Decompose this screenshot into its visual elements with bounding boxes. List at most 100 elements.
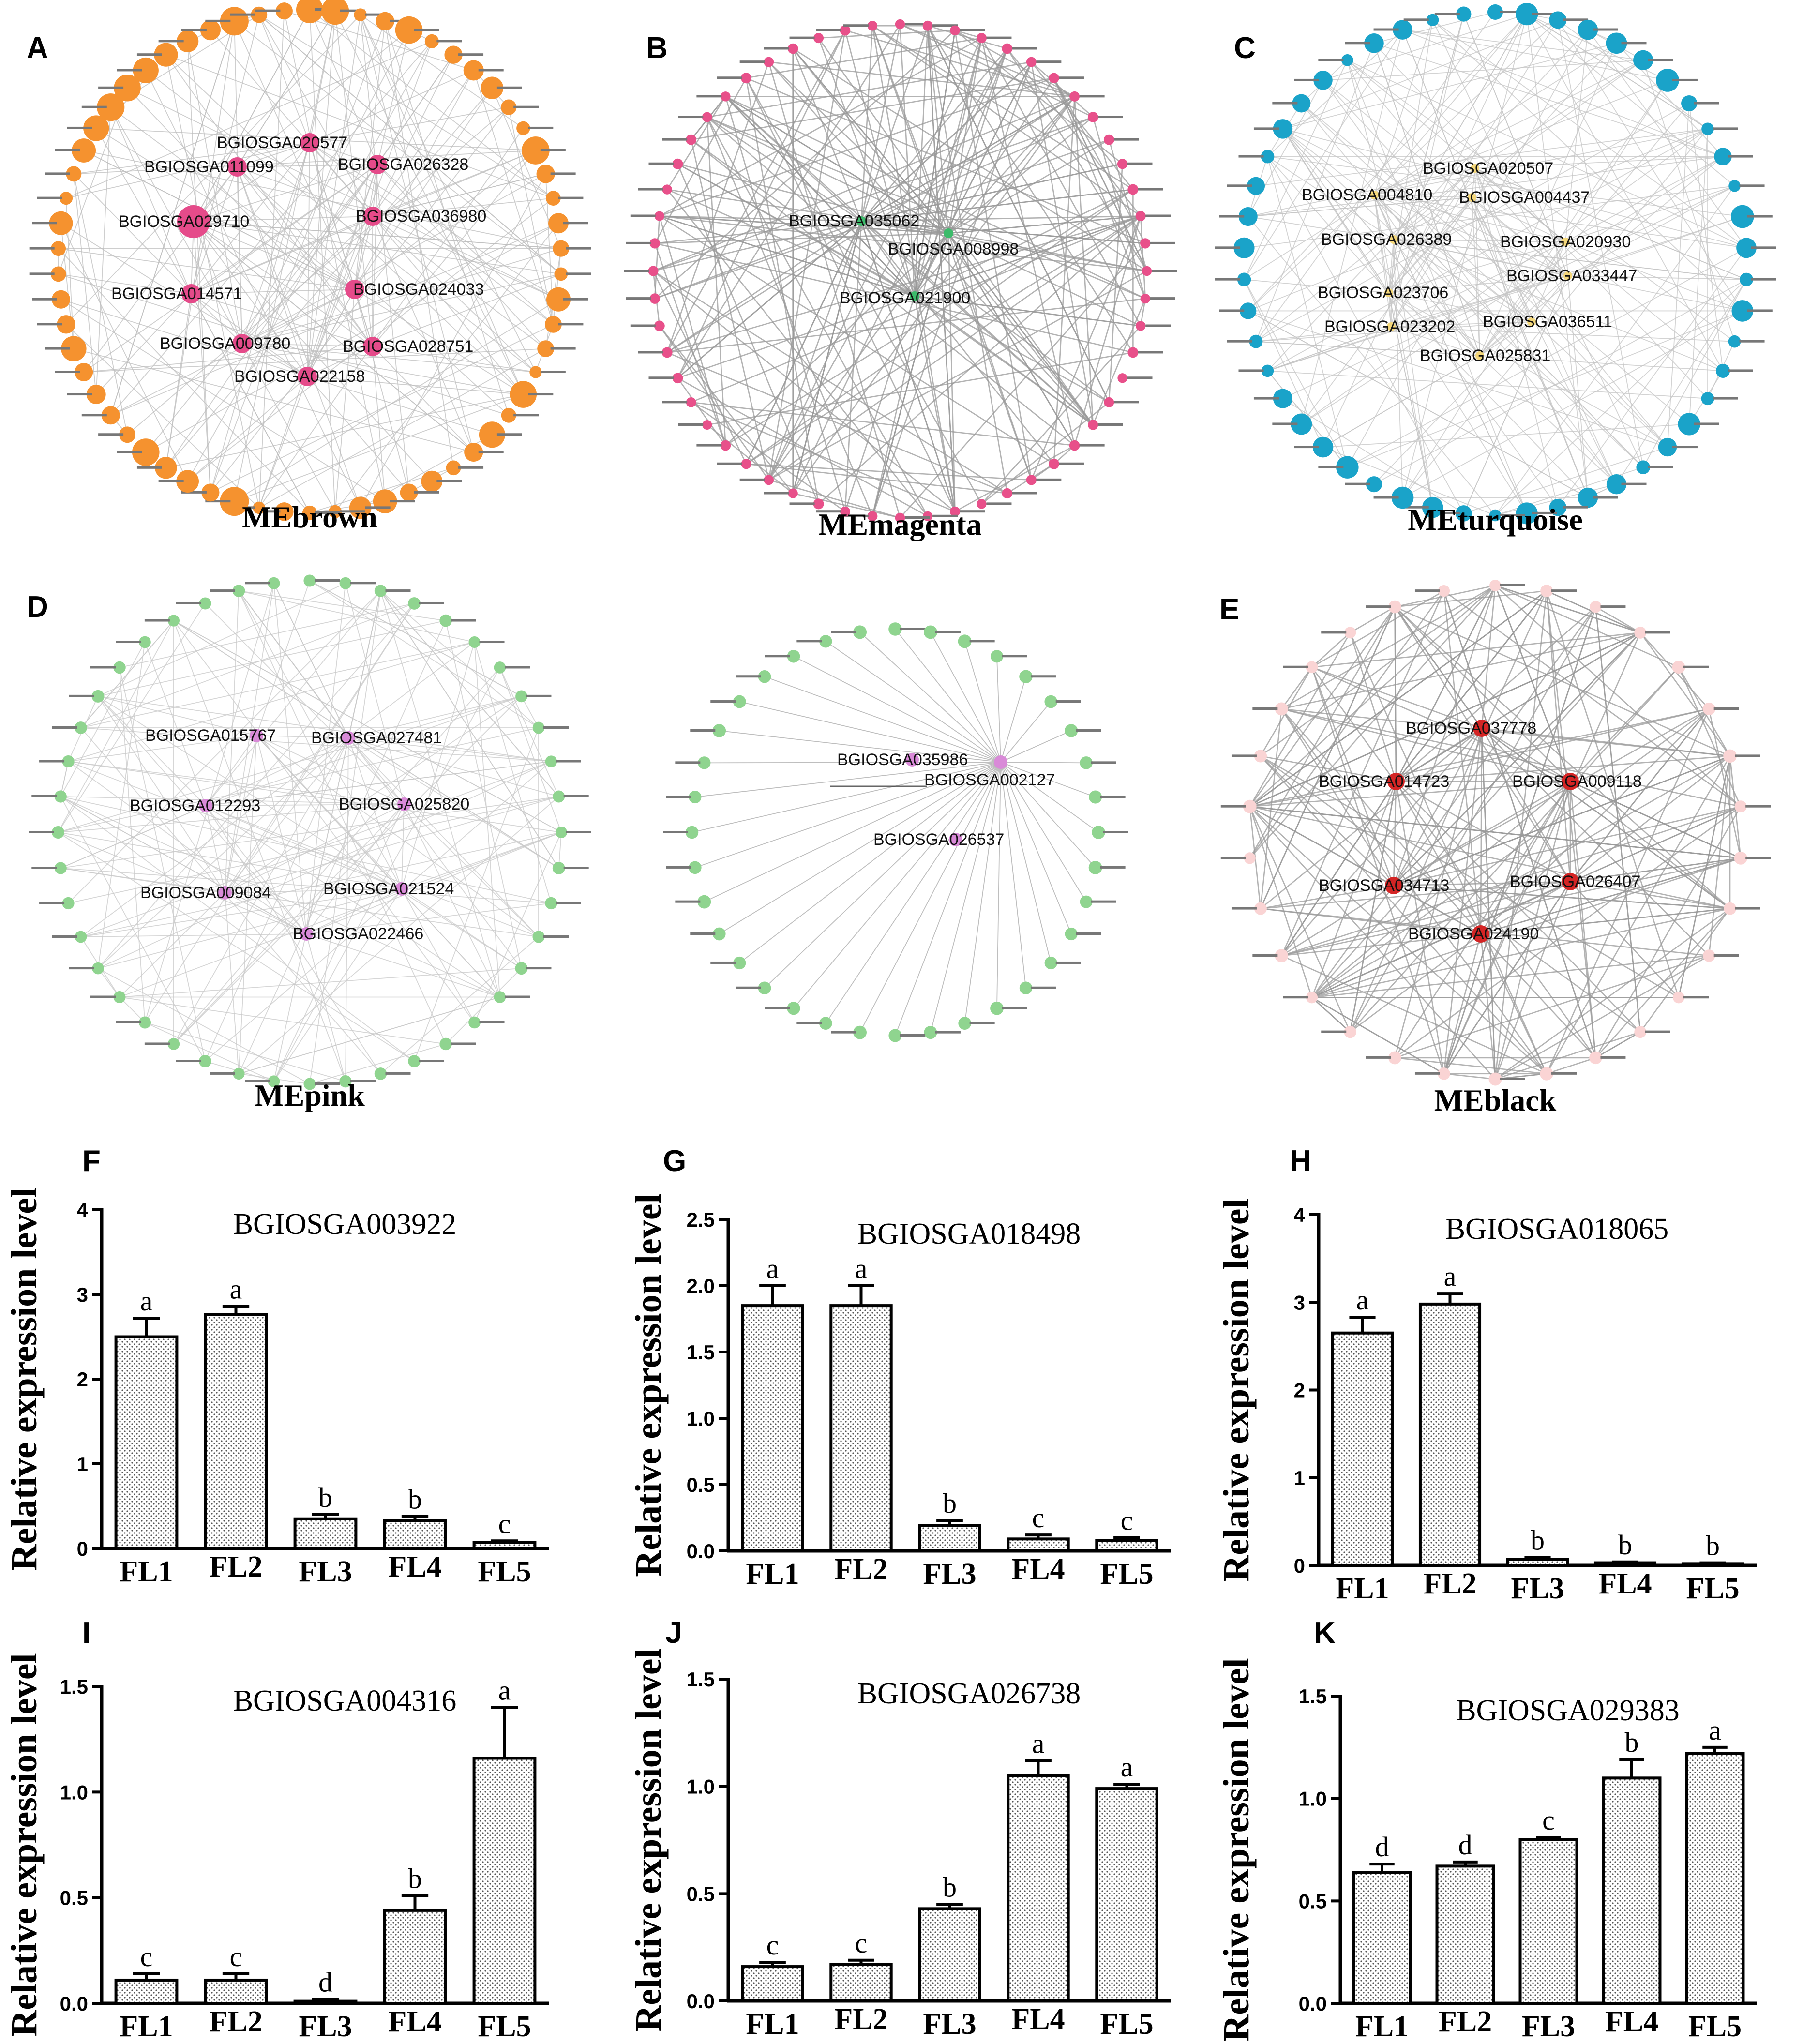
x-category-label: FL5	[1100, 1558, 1153, 1591]
significance-letter: c	[766, 1929, 779, 1961]
network-node	[702, 420, 712, 430]
hub-gene-label: BGIOSGA036980	[356, 207, 486, 225]
panel-letter: C	[1234, 31, 1256, 65]
x-category-label: FL3	[299, 2010, 352, 2043]
network-node	[1731, 205, 1754, 228]
x-category-label: FL5	[1686, 1572, 1739, 1605]
node-tiny-label	[205, 19, 231, 22]
network-node	[537, 340, 555, 357]
y-tick-label: 0	[1294, 1554, 1305, 1577]
node-tiny-label	[663, 831, 688, 833]
network-node	[446, 460, 461, 476]
bar-FL2	[1435, 1864, 1495, 2005]
node-tiny-label	[1231, 754, 1257, 757]
bar-chart-F: 0 1 2 3 4 a FL1 a FL2 b FL3 b FL4 c FL5 BGIOSGA003922 F R…	[4, 1144, 549, 1588]
network-node	[1589, 1051, 1602, 1065]
network-node	[950, 506, 960, 517]
network-node	[97, 93, 125, 121]
y-tick-label: 2.5	[687, 1208, 715, 1231]
node-tiny-label	[1694, 102, 1719, 105]
node-tiny-label	[144, 1042, 170, 1045]
network-node	[720, 440, 731, 451]
hub-node	[1561, 238, 1570, 246]
network-node	[1590, 601, 1602, 613]
node-tiny-label	[365, 13, 391, 16]
node-tiny-label	[1282, 996, 1308, 999]
node-tiny-label	[710, 700, 736, 703]
significance-letter: b	[943, 1488, 957, 1519]
network-node	[339, 1075, 352, 1088]
node-tiny-label	[31, 222, 57, 225]
node-tiny-label	[563, 298, 589, 301]
node-tiny-label	[1713, 397, 1738, 400]
module-label: MEblack	[1434, 1083, 1557, 1117]
node-tiny-label	[315, 1082, 340, 1085]
node-tiny-label	[1220, 857, 1246, 859]
node-tiny-label	[1002, 655, 1027, 658]
network-node	[853, 1025, 867, 1039]
node-tiny-label	[550, 347, 576, 350]
node-tiny-label	[1272, 102, 1298, 105]
network-panel-D: BGIOSGA015767 BGIOSGA027481 BGIOSGA012293 B…	[27, 574, 591, 1112]
node-tiny-label	[1648, 466, 1673, 468]
node-tiny-label	[563, 222, 589, 225]
node-tiny-label	[31, 298, 57, 301]
hub-node	[949, 833, 962, 846]
y-tick-label: 0.0	[1299, 1992, 1327, 2015]
node-tiny-label	[1751, 246, 1776, 249]
node-tiny-label	[1253, 397, 1279, 400]
node-tiny-label	[566, 272, 591, 275]
network-node	[444, 45, 463, 64]
x-category-label: FL3	[1511, 1572, 1564, 1605]
x-category-label: FL5	[478, 1555, 531, 1588]
node-tiny-label	[210, 1072, 235, 1075]
hub-gene-label: BGIOSGA025820	[339, 795, 469, 813]
node-tiny-label	[1500, 514, 1525, 516]
node-tiny-label	[696, 95, 722, 98]
x-category-label: FL1	[746, 1558, 799, 1591]
network-node	[1633, 50, 1653, 70]
node-tiny-label	[1294, 446, 1320, 449]
hub-node	[944, 228, 953, 238]
node-tiny-label	[1294, 78, 1320, 81]
x-category-label: FL3	[1522, 2010, 1575, 2043]
network-node	[1634, 626, 1647, 639]
node-tiny-label	[1012, 47, 1037, 50]
node-tiny-label	[1434, 13, 1460, 15]
network-node	[702, 112, 712, 122]
network-node	[733, 695, 746, 708]
y-tick-label: 0.5	[60, 1887, 88, 1909]
network-node	[1044, 956, 1057, 970]
hub-node	[1385, 877, 1402, 894]
x-category-label: FL1	[746, 2008, 799, 2041]
node-tiny-label	[414, 491, 439, 494]
node-tiny-label	[675, 761, 701, 764]
network-node	[552, 862, 565, 874]
node-tiny-label	[1091, 900, 1116, 903]
node-tiny-label	[678, 116, 704, 119]
network-node	[1142, 266, 1152, 276]
node-tiny-label	[540, 149, 566, 151]
network-node	[990, 1001, 1004, 1015]
significance-letter: c	[140, 1941, 153, 1972]
network-node	[1127, 347, 1139, 358]
node-tiny-label	[1036, 478, 1062, 481]
network-node	[548, 213, 569, 234]
hub-node	[227, 157, 247, 177]
network-node	[672, 373, 683, 384]
network-node	[1724, 902, 1736, 915]
network-node	[787, 649, 800, 663]
y-tick-label: 1.0	[60, 1781, 88, 1804]
network-node	[1089, 790, 1102, 804]
network-node	[302, 505, 317, 521]
network-node	[468, 1016, 481, 1029]
node-tiny-label	[1127, 376, 1153, 379]
panel-letter: G	[663, 1144, 686, 1178]
network-node	[154, 43, 178, 67]
node-tiny-label	[816, 29, 841, 31]
network-node	[924, 1026, 937, 1039]
hub-gene-label: BGIOSGA035986	[837, 751, 968, 769]
network-node	[233, 1067, 245, 1080]
network-node	[764, 475, 774, 485]
network-panel-B: BGIOSGA035062 BGIOSGA008998 BGIOSGA021900 B…	[624, 19, 1177, 541]
